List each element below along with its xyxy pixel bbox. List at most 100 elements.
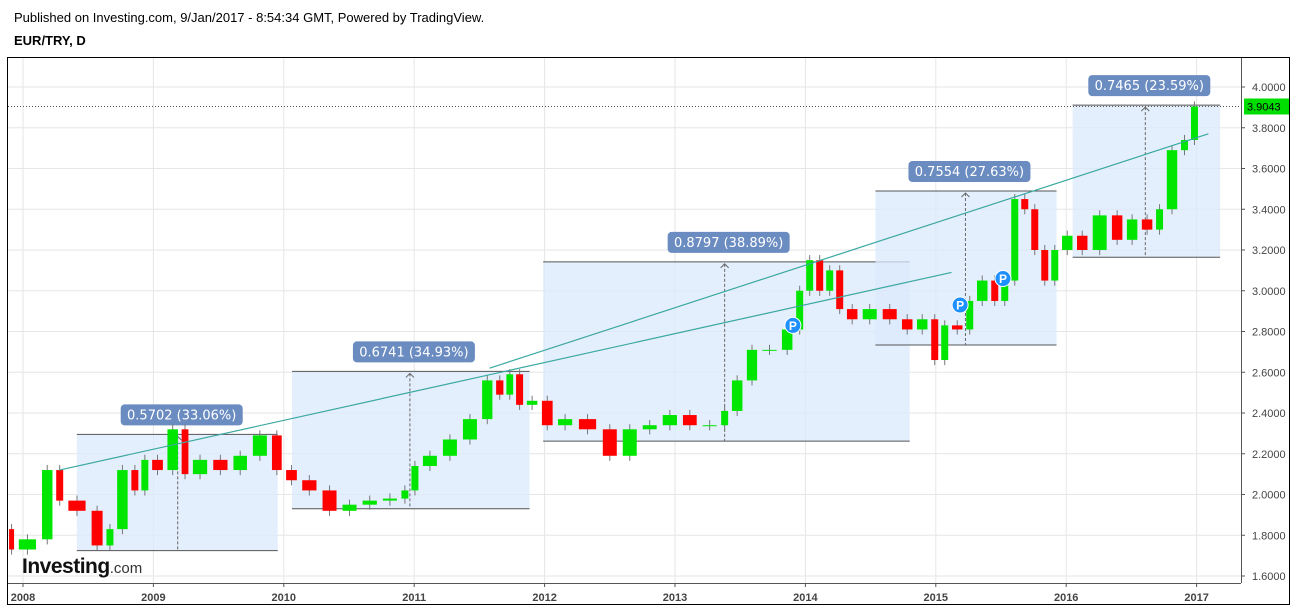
candle	[462, 419, 477, 440]
x-tick-label: 2015	[924, 592, 948, 604]
price-range-label-bg	[908, 161, 1031, 183]
symbol-title: EUR/TRY, D	[14, 33, 86, 48]
x-tick-label: 2017	[1184, 592, 1208, 604]
y-tick-label: 2.8000	[1252, 327, 1286, 339]
candle	[252, 435, 267, 456]
candle	[442, 439, 457, 456]
candle	[602, 429, 617, 456]
candle	[721, 410, 729, 426]
candle	[286, 470, 297, 481]
candle	[91, 510, 103, 546]
candle	[951, 325, 963, 330]
y-tick-label: 2.2000	[1252, 449, 1286, 461]
markers[interactable]: P P P	[784, 270, 1012, 334]
arrow-head-icon	[720, 263, 730, 269]
candle	[422, 455, 437, 466]
x-tick-label: 2013	[663, 592, 687, 604]
candle	[662, 415, 677, 426]
candle	[916, 319, 928, 330]
trendline[interactable]	[489, 133, 1209, 369]
y-tick-label: 3.4000	[1252, 204, 1286, 216]
candle	[781, 329, 793, 350]
price-range-label-bg	[1088, 75, 1211, 97]
trendline[interactable]	[59, 271, 952, 471]
candle	[806, 260, 814, 291]
candle	[9, 529, 15, 550]
candle	[56, 470, 64, 501]
candle	[1156, 209, 1164, 230]
candle	[1126, 219, 1138, 240]
candle	[966, 300, 974, 330]
candle	[526, 400, 538, 405]
candle	[762, 349, 777, 351]
last-price-badge	[1244, 98, 1289, 115]
candle	[642, 425, 657, 430]
candle	[846, 309, 858, 320]
candle	[1092, 215, 1107, 250]
published-info: Published on Investing.com, 9/Jan/2017 -…	[14, 10, 485, 25]
candles	[8, 101, 1241, 555]
candle	[131, 470, 139, 491]
candle	[1166, 150, 1178, 210]
candle	[68, 500, 86, 511]
candle	[506, 374, 514, 395]
arrow-head-icon	[961, 192, 970, 198]
arrow-head-icon	[1140, 106, 1150, 112]
candle	[882, 309, 897, 320]
candle	[816, 260, 824, 291]
marker-label: P	[956, 299, 964, 313]
candle	[1141, 219, 1153, 230]
candle	[1062, 235, 1073, 250]
candle	[746, 349, 758, 381]
x-tick-label: 2014	[793, 592, 818, 604]
candle	[342, 504, 357, 511]
candle	[976, 280, 988, 301]
marker-p-icon[interactable]	[951, 296, 969, 314]
candle	[578, 419, 597, 430]
candle	[1076, 235, 1088, 250]
x-tick-label: 2010	[272, 592, 296, 604]
candle	[322, 490, 337, 511]
marker-p-icon[interactable]	[994, 270, 1012, 288]
candle	[213, 459, 228, 471]
candle	[931, 319, 939, 361]
candle	[901, 319, 913, 330]
x-tick-label: 2011	[402, 592, 426, 604]
candle	[167, 429, 178, 471]
candle	[1001, 280, 1009, 301]
price-range-label-bg	[352, 341, 475, 363]
price-range-label: 0.7465 (23.59%)	[1095, 79, 1204, 94]
candle	[1041, 250, 1049, 281]
candle	[302, 480, 317, 491]
chart-frame	[7, 57, 1290, 605]
y-tick-label: 1.6000	[1252, 571, 1286, 583]
x-tick-label: 2008	[11, 592, 35, 604]
price-range-label: 0.8797 (38.89%)	[674, 236, 783, 251]
y-tick-label: 1.8000	[1252, 530, 1286, 542]
candle	[233, 455, 247, 471]
candle	[141, 459, 149, 491]
marker-p-icon[interactable]	[784, 316, 802, 334]
candle	[516, 374, 524, 405]
candle	[1190, 106, 1198, 140]
price-range-label: 0.5702 (33.06%)	[127, 408, 236, 423]
candle	[192, 459, 208, 475]
candle	[18, 539, 37, 550]
candle	[382, 498, 397, 501]
candle	[941, 325, 949, 361]
candle	[1051, 250, 1059, 281]
x-tick-label: 2016	[1054, 592, 1078, 604]
candle	[1180, 139, 1188, 151]
x-tick-label: 2009	[141, 592, 165, 604]
axes: 1.6000 1.8000 2.0000 2.2000 2.4000 2.6000 2.80…	[8, 58, 1289, 604]
trendlines[interactable]	[59, 133, 1209, 471]
candle	[731, 380, 743, 411]
y-tick-label: 3.6000	[1252, 164, 1286, 176]
y-tick-label: 3.2000	[1252, 245, 1286, 257]
marker-label: P	[999, 272, 1007, 286]
candle	[1011, 199, 1019, 281]
candle	[622, 429, 637, 456]
candle	[271, 435, 282, 471]
price-range-boxes: 0.5702 (33.06%) 0.6741 (34.93%) 0.8797 (38…	[76, 75, 1221, 552]
